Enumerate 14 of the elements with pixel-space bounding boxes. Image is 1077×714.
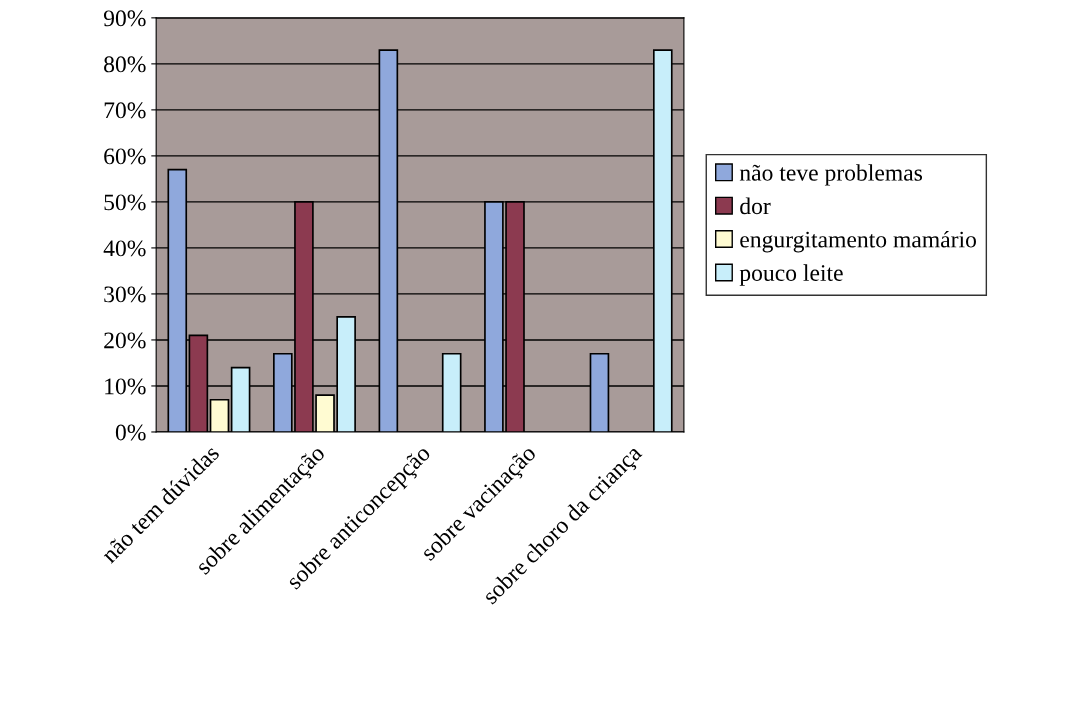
legend-label: engurgitamento mamário bbox=[740, 230, 976, 253]
y-tick-label: 70% bbox=[104, 102, 146, 119]
y-tick-label: 20% bbox=[104, 332, 146, 349]
y-tick-label: 10% bbox=[105, 378, 146, 395]
y-tick-label: 60% bbox=[104, 148, 146, 165]
y-tick-label: 50% bbox=[104, 194, 146, 211]
legend-label: pouco leite bbox=[739, 264, 843, 286]
y-tick-label: 30% bbox=[104, 286, 146, 303]
y-tick-label: 80% bbox=[104, 56, 146, 73]
y-tick-label: 90% bbox=[103, 10, 146, 27]
legend-label: não teve problemas bbox=[739, 164, 923, 186]
y-tick-label: 40% bbox=[103, 240, 146, 257]
y-tick-label: 0% bbox=[115, 424, 146, 441]
legend-label: dor bbox=[740, 197, 771, 215]
